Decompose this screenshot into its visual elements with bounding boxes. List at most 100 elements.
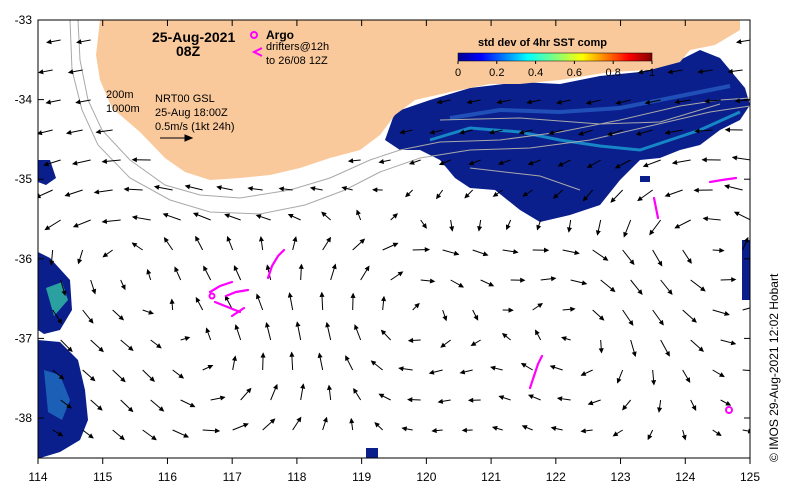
current-arrow-head (224, 213, 230, 219)
current-arrow-head (219, 395, 226, 401)
current-arrow-head (647, 434, 653, 441)
current-arrow-head (490, 365, 496, 371)
current-arrow-head (296, 416, 302, 423)
current-arrow-head (226, 235, 232, 242)
current-arrow-head (453, 250, 460, 256)
plot-frame (37, 19, 751, 459)
current-arrow-head (317, 352, 323, 359)
current-arrow (742, 429, 750, 432)
current-arrow-head (205, 327, 211, 334)
current-arrow-head (265, 264, 271, 271)
current-arrow-head (674, 99, 680, 105)
lat-tick-label: -38 (15, 411, 33, 425)
current-arrow-head (725, 400, 732, 406)
current-arrow-head (65, 129, 72, 135)
current-arrow-head (606, 131, 613, 137)
current-arrow-head (581, 280, 588, 286)
current-arrow-head (374, 422, 380, 428)
current-arrow-head (488, 129, 495, 135)
current-arrow-head (309, 186, 316, 192)
current-arrow-head (57, 431, 64, 437)
current-arrow-head (701, 157, 707, 163)
current-arrow-head (574, 250, 580, 256)
current-arrow-head (359, 238, 366, 244)
current-arrow-head (733, 211, 740, 217)
current-arrow-head (120, 376, 126, 383)
lat-tick-label: -35 (15, 172, 33, 186)
current-arrow-head (543, 247, 550, 253)
current-arrow-head (300, 383, 306, 389)
lat-tick-label: -36 (15, 252, 33, 266)
product-name: NRT00 GSL (155, 93, 215, 105)
current-arrow-head (724, 127, 731, 133)
current-arrow-head (449, 226, 455, 232)
current-arrow-head (642, 162, 649, 168)
current-arrow-head (151, 435, 157, 441)
current-arrow-head (566, 227, 572, 233)
current-arrow-head (350, 292, 356, 298)
current-arrow-head (492, 191, 499, 197)
current-arrow-head (715, 431, 722, 437)
current-arrow-head (694, 128, 700, 134)
current-arrow-head (345, 355, 350, 361)
current-arrow-head (216, 185, 222, 191)
current-arrow-head (491, 425, 498, 431)
current-arrow-head (162, 213, 169, 218)
current-arrow-head (598, 315, 605, 321)
current-arrow-head (637, 289, 643, 295)
current-arrow-head (527, 160, 534, 166)
current-arrow-head (730, 340, 737, 346)
lat-tick-label: -33 (15, 13, 33, 27)
current-arrow-head (224, 295, 230, 301)
bathymetry-contours (69, 20, 750, 215)
current-arrow-head (71, 160, 78, 166)
current-arrow-head (258, 236, 264, 242)
current-arrow-head (436, 99, 443, 105)
current-arrow (742, 307, 750, 311)
current-arrow-head (260, 352, 266, 358)
lon-tick-label: 120 (416, 470, 436, 484)
current-arrow-head (95, 129, 102, 135)
current-arrow-head (174, 266, 179, 273)
current-arrow-head (464, 192, 470, 199)
drifter-legend-label: drifters@12h (266, 41, 329, 53)
current-arrow-head (119, 434, 125, 441)
current-arrow-head (131, 157, 137, 163)
current-arrow-head (289, 351, 295, 357)
current-arrow-head (667, 69, 673, 75)
current-arrow-head (287, 213, 294, 219)
drifter-legend-sub: to 26/08 12Z (266, 55, 328, 67)
current-arrow-head (602, 255, 609, 261)
current-arrow-head (664, 129, 671, 135)
current-arrow-head (431, 428, 437, 434)
current-arrow-head (407, 337, 414, 343)
credit-text: © IMOS 29-Aug-2021 12:02 Hobart (767, 273, 781, 462)
current-arrow-head (255, 214, 262, 220)
current-arrow-head (156, 343, 162, 349)
current-arrow-head (522, 191, 529, 197)
drifter-tracks (208, 176, 738, 390)
current-arrow-head (560, 336, 567, 342)
current-arrow-head (438, 160, 445, 166)
current-arrow-head (93, 189, 100, 195)
current-arrow-head (127, 406, 134, 413)
current-arrow-head (550, 426, 557, 431)
lon-tick-label: 122 (546, 470, 566, 484)
current-arrow-head (743, 236, 749, 243)
current-arrow-head (378, 393, 385, 399)
current-arrow-head (72, 222, 79, 228)
current-arrow-head (322, 416, 328, 423)
current-arrow-head (536, 224, 542, 231)
current-arrow-head (203, 265, 208, 272)
current-arrow-head (247, 186, 253, 192)
current-arrow-head (691, 405, 697, 411)
lon-tick-label: 125 (740, 470, 760, 484)
current-arrow-head (354, 324, 359, 330)
current-arrow-head (685, 377, 691, 383)
current-arrow-head (407, 397, 413, 403)
current-arrow-head (46, 39, 52, 45)
current-arrow-head (488, 281, 495, 287)
colorbar-ticks: 0 0.2 0.4 0.6 0.8 1 (455, 61, 655, 79)
current-arrow-head (556, 396, 563, 402)
current-arrow-head (183, 432, 190, 438)
